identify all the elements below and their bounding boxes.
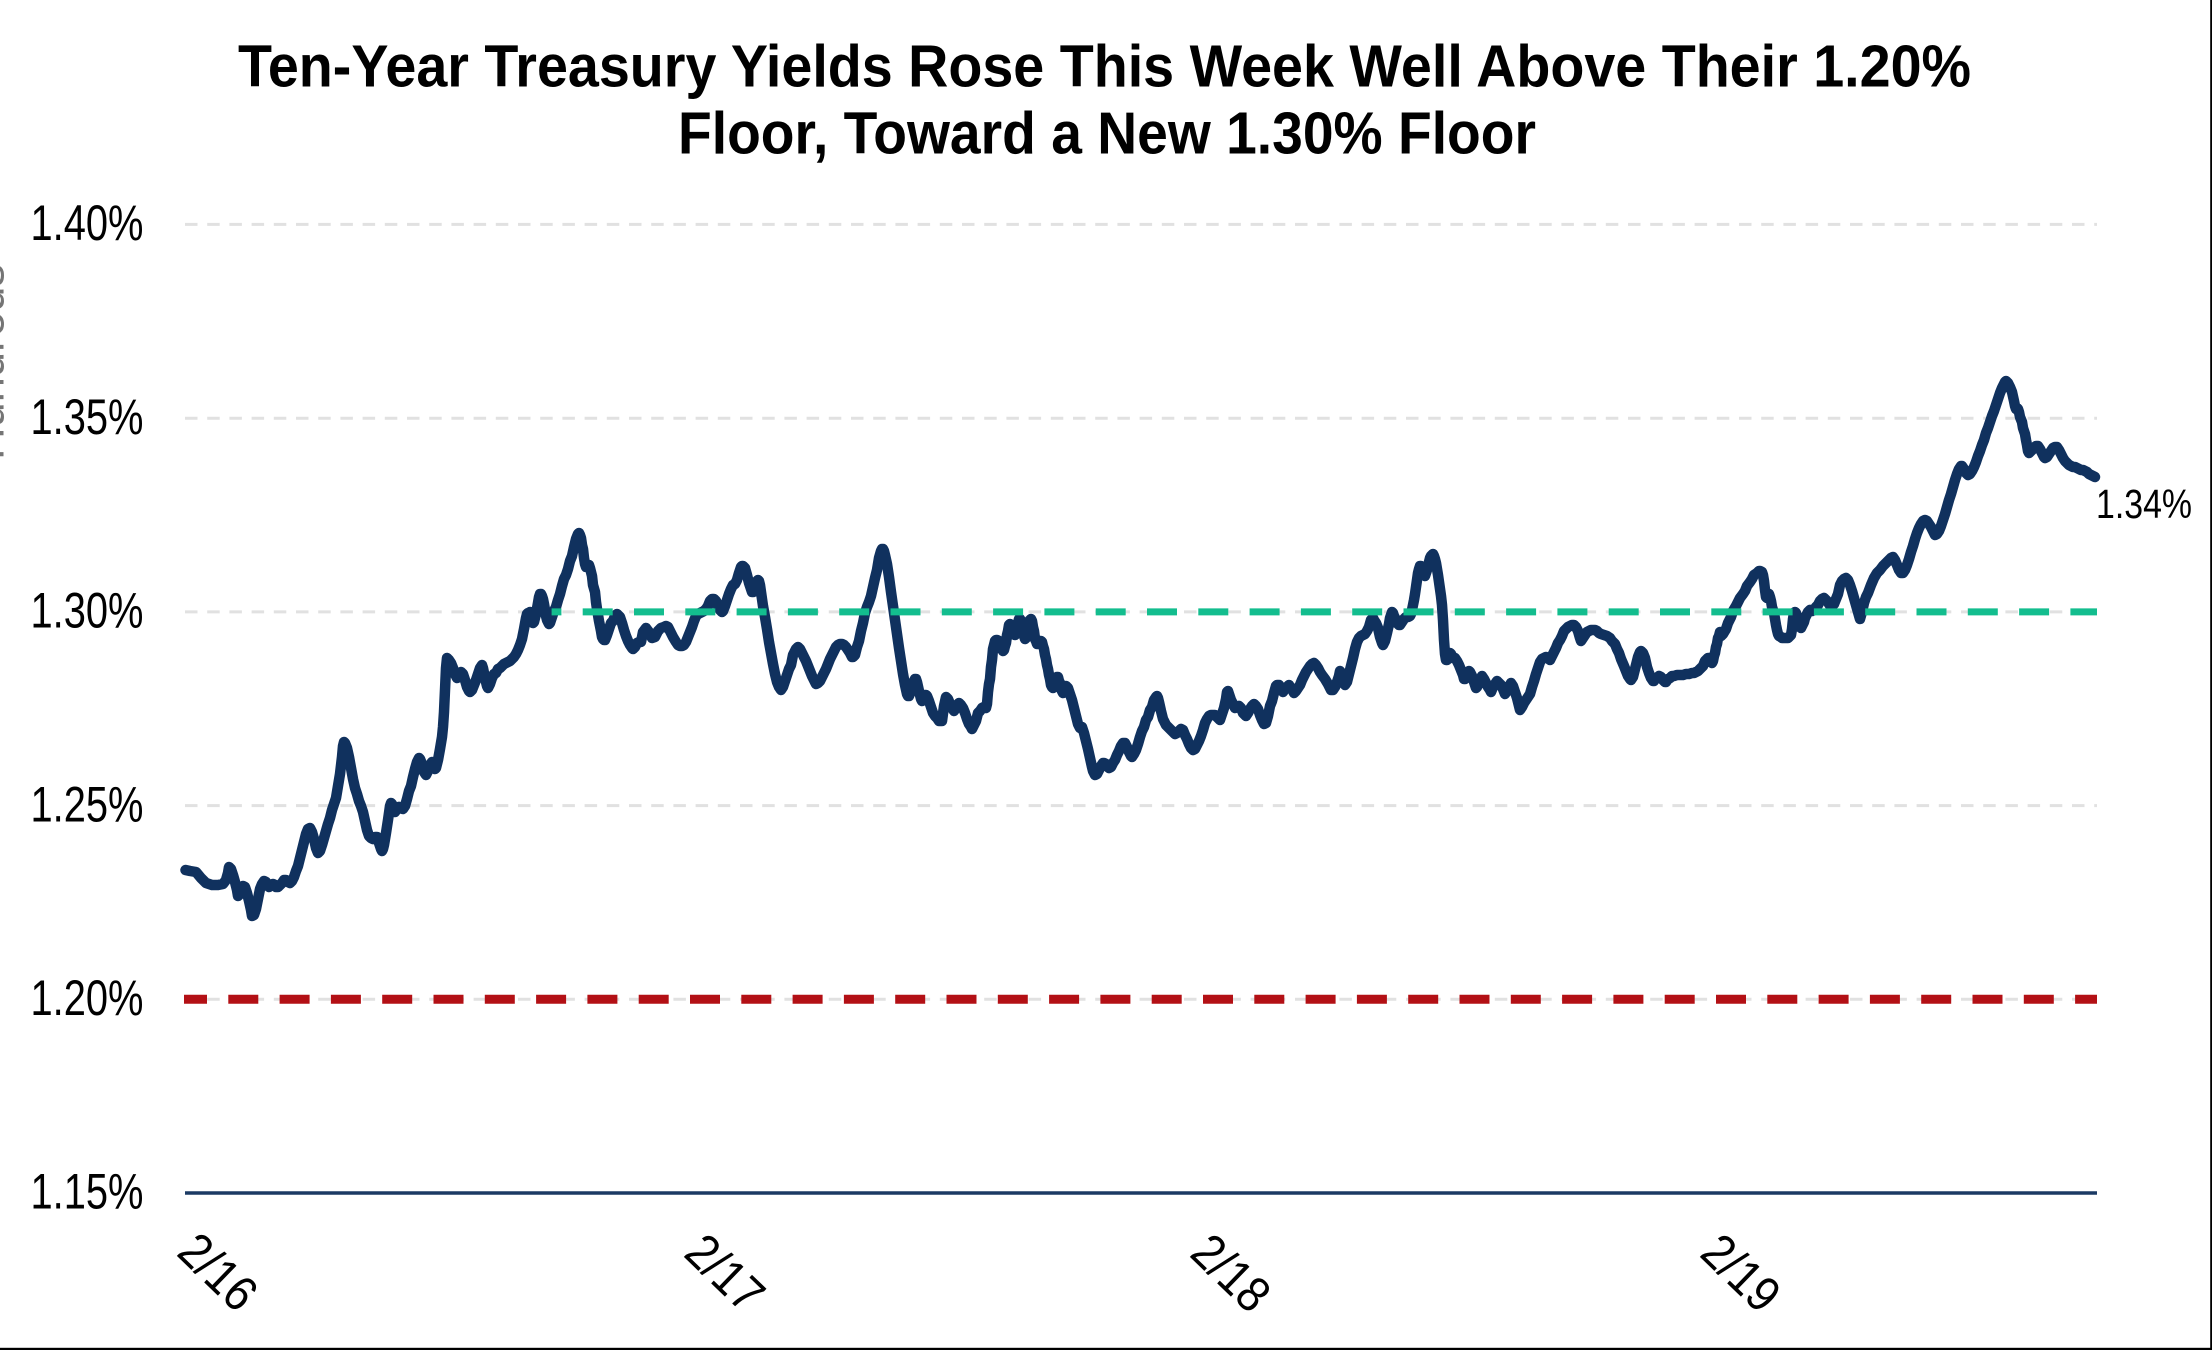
svg-text:Floor, Toward a New 1.30% Floo: Floor, Toward a New 1.30% Floor [678,101,1536,167]
svg-text:1.35%: 1.35% [31,389,144,445]
svg-text:1.40%: 1.40% [31,195,144,251]
svg-text:1.25%: 1.25% [31,776,144,832]
svg-text:1.15%: 1.15% [31,1164,144,1220]
svg-text:1.20%: 1.20% [31,970,144,1026]
svg-text:1.34%: 1.34% [2096,481,2192,527]
svg-text:Ten-Year Treasury Yields Rose: Ten-Year Treasury Yields Rose This Week … [238,34,1971,100]
svg-text:Hundreds: Hundreds [0,264,14,460]
svg-text:1.30%: 1.30% [31,583,144,639]
